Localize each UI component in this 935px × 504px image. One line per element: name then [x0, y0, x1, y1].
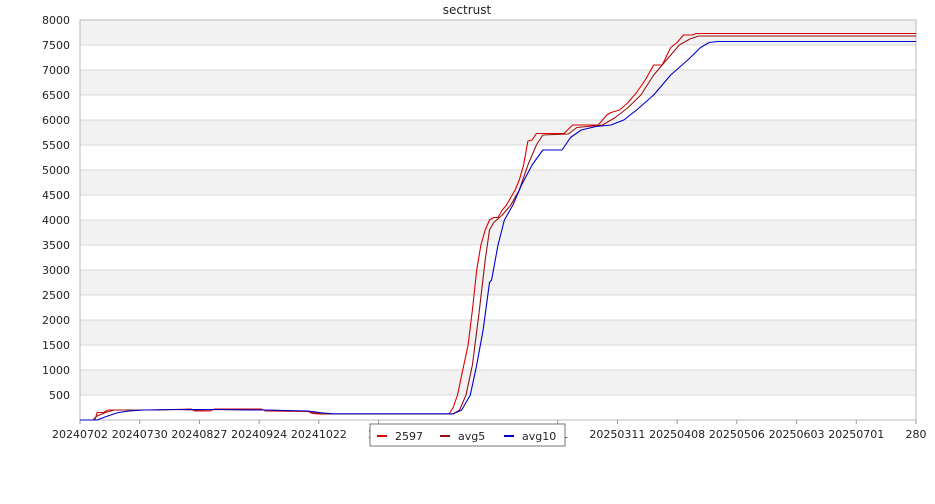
background-band	[80, 95, 916, 120]
legend-label: avg5	[458, 430, 485, 443]
x-tick-label: 20250603	[769, 428, 825, 441]
y-tick-label: 3500	[42, 239, 70, 252]
chart-title: sectrust	[443, 3, 492, 17]
y-tick-label: 3000	[42, 264, 70, 277]
background-band	[80, 170, 916, 195]
x-tick-label: 20250506	[709, 428, 765, 441]
background-band	[80, 70, 916, 95]
series-line-2597	[80, 32, 916, 421]
background-band	[80, 345, 916, 370]
background-band	[80, 45, 916, 70]
gridlines	[80, 19, 916, 396]
background-band	[80, 245, 916, 270]
y-tick-label: 7500	[42, 39, 70, 52]
background-band	[80, 270, 916, 295]
series-line-avg10	[80, 40, 916, 421]
background-band	[80, 320, 916, 345]
background-band	[80, 395, 916, 420]
y-tick-label: 1000	[42, 364, 70, 377]
y-tick-label: 7000	[42, 64, 70, 77]
background-band	[80, 295, 916, 320]
x-tick-label: 20240827	[171, 428, 227, 441]
x-tick-label: 20250311	[589, 428, 645, 441]
background-band	[80, 220, 916, 245]
y-tick-label: 4500	[42, 189, 70, 202]
background-band	[80, 20, 916, 45]
legend-box	[369, 423, 566, 447]
y-tick-label: 6500	[42, 89, 70, 102]
x-tick-label: 20240702	[52, 428, 108, 441]
y-tick-label: 5000	[42, 164, 70, 177]
y-tick-label: 2500	[42, 289, 70, 302]
x-tick-label: 280	[906, 428, 927, 441]
background-band	[80, 145, 916, 170]
x-tick-label: 20240730	[112, 428, 168, 441]
x-tick-label: 20240924	[231, 428, 287, 441]
background-band	[80, 195, 916, 220]
legend: 2597 avg5 avg10	[369, 423, 566, 447]
legend-label: avg10	[522, 430, 556, 443]
background-band	[80, 370, 916, 395]
y-tick-label: 4000	[42, 214, 70, 227]
series-lines	[80, 32, 916, 421]
x-tick-label: 20250701	[828, 428, 884, 441]
y-tick-label: 6000	[42, 114, 70, 127]
y-tick-label: 8000	[42, 14, 70, 27]
x-tick-label: 20241022	[291, 428, 347, 441]
y-tick-label: 5500	[42, 139, 70, 152]
y-tick-label: 500	[49, 389, 70, 402]
legend-label: 2597	[395, 430, 423, 443]
x-tick-label: 20250408	[649, 428, 705, 441]
y-tick-label: 1500	[42, 339, 70, 352]
background-band	[80, 120, 916, 145]
plot-area	[79, 19, 917, 421]
y-axis: 500 1000 1500 2000 2500 3000 3500 4000 4500 5000 5…	[42, 14, 70, 402]
y-tick-label: 2000	[42, 314, 70, 327]
plot-background-bands	[80, 20, 916, 420]
